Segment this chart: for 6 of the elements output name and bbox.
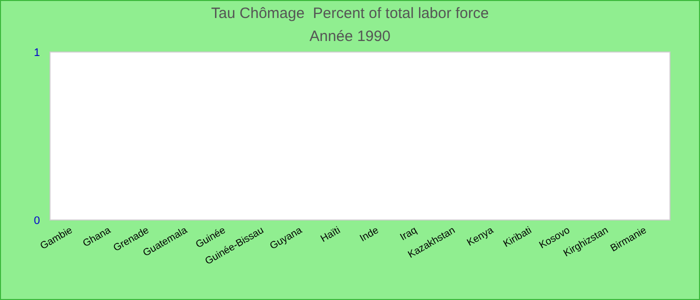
x-tick-label: Inde	[358, 224, 382, 244]
chart-subtitle: Année 1990	[310, 28, 390, 45]
chart-title: Tau Chômage Percent of total labor force	[211, 5, 489, 22]
y-tick-label: 1	[34, 47, 40, 59]
x-tick-label: Haïti	[319, 225, 342, 245]
y-tick-label: 0	[34, 215, 40, 227]
